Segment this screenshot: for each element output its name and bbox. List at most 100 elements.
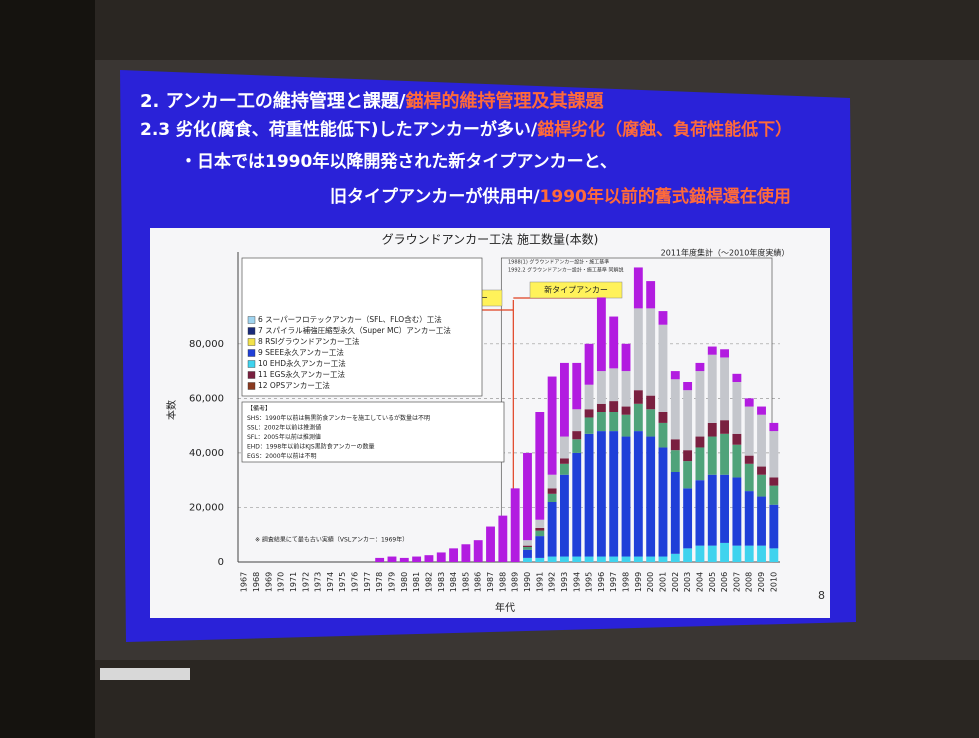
bar-segment: [474, 540, 483, 562]
bar-segment: [695, 371, 704, 436]
bar-segment: [572, 557, 581, 562]
bar-segment: [511, 488, 520, 562]
bar-segment: [560, 475, 569, 557]
bar-segment: [585, 385, 594, 410]
x-tick-label: 2004: [695, 572, 704, 592]
bar-segment: [634, 390, 643, 404]
bar-segment: [757, 475, 766, 497]
slide-text: 2.3 劣化(腐食、荷重性能低下)したアンカーが多い/: [140, 119, 538, 140]
slide-accent: 錨桿劣化（腐蝕、負荷性能低下）: [537, 119, 792, 140]
bar-segment: [683, 450, 692, 461]
bar-segment: [695, 363, 704, 371]
bar-segment: [671, 450, 680, 472]
bar-segment: [388, 557, 397, 562]
x-tick-label: 2001: [658, 572, 667, 592]
bar-segment: [683, 488, 692, 548]
bar-segment: [597, 371, 606, 404]
page: 2. アンカー工の維持管理と課題/錨桿的維持管理及其課題 2.3 劣化(腐食、荷重…: [0, 0, 979, 738]
bar-segment: [683, 461, 692, 488]
bar-segment: [732, 382, 741, 434]
bar-segment: [597, 297, 606, 371]
bar-segment: [400, 558, 409, 562]
bar-segment: [732, 546, 741, 562]
bar-segment: [622, 415, 631, 437]
bar-segment: [609, 431, 618, 556]
bar-segment: [745, 398, 754, 406]
x-tick-label: 1978: [375, 572, 384, 592]
bar-segment: [646, 396, 655, 410]
x-tick-label: 1973: [314, 572, 323, 592]
bar-segment: [535, 528, 544, 531]
bar-segment: [634, 431, 643, 556]
bar-segment: [671, 379, 680, 439]
bar-segment: [646, 409, 655, 436]
bar-segment: [695, 447, 704, 480]
bar-segment: [745, 546, 754, 562]
slide-line: 旧タイプアンカーが供用中/1990年以前的舊式錨桿還在使用: [330, 186, 791, 207]
remark: 【備考】: [247, 405, 271, 413]
x-tick-label: 2008: [745, 572, 754, 592]
bar-segment: [523, 453, 532, 540]
bar-segment: [548, 557, 557, 562]
bar-segment: [757, 546, 766, 562]
bar-segment: [757, 407, 766, 415]
x-tick-label: 1977: [363, 572, 372, 592]
bar-segment: [572, 409, 581, 431]
x-tick-label: 1986: [474, 572, 483, 592]
bar-segment: [622, 371, 631, 406]
bar-segment: [769, 423, 778, 431]
bar-segment: [646, 308, 655, 395]
bar-segment: [572, 363, 581, 409]
bar-segment: [720, 420, 729, 434]
slide-accent: 錨桿的維持管理及其課題: [405, 90, 604, 112]
legend-label: 12 OPSアンカー工法: [258, 380, 330, 390]
legend-swatch: [248, 328, 255, 335]
bar-segment: [597, 412, 606, 431]
x-tick-label: 2003: [683, 572, 692, 592]
annotation: 新タイプアンカー: [544, 285, 608, 295]
bar-segment: [585, 344, 594, 385]
slide-text: 2. アンカー工の維持管理と課題/: [140, 90, 406, 112]
bar-segment: [695, 480, 704, 545]
bar-segment: [659, 447, 668, 556]
x-tick-label: 2005: [708, 572, 717, 592]
bar-segment: [523, 550, 532, 558]
legend-swatch: [248, 372, 255, 379]
x-tick-label: 1992: [548, 572, 557, 592]
x-tick-label: 2010: [769, 572, 778, 592]
bar-segment: [634, 267, 643, 308]
bar-segment: [523, 547, 532, 550]
bar-segment: [695, 546, 704, 562]
bar-segment: [498, 516, 507, 562]
bar-segment: [720, 357, 729, 420]
x-tick-label: 1976: [351, 572, 360, 592]
bar-segment: [523, 540, 532, 545]
bar-segment: [659, 557, 668, 562]
bar-segment: [732, 445, 741, 478]
bar-segment: [560, 557, 569, 562]
x-tick-label: 1988: [498, 572, 507, 592]
y-tick-label: 60,000: [189, 393, 224, 404]
bar-segment: [683, 382, 692, 390]
bar-segment: [732, 374, 741, 382]
x-tick-label: 2002: [671, 572, 680, 592]
x-tick-label: 1974: [326, 572, 335, 592]
presenter: [0, 0, 95, 738]
bar-segment: [548, 494, 557, 502]
bar-segment: [769, 548, 778, 562]
x-tick-label: 1989: [511, 572, 520, 592]
x-tick-label: 1999: [634, 572, 643, 592]
x-tick-label: 1971: [289, 572, 298, 592]
bar-segment: [634, 404, 643, 431]
x-tick-label: 1987: [486, 572, 495, 592]
x-tick-label: 1993: [560, 572, 569, 592]
device: [100, 668, 190, 680]
bar-segment: [560, 363, 569, 437]
bar-segment: [585, 409, 594, 417]
x-tick-label: 1995: [585, 572, 594, 592]
x-tick-label: 1984: [449, 572, 458, 592]
legend-swatch: [248, 350, 255, 357]
bar-segment: [646, 557, 655, 562]
bar-segment: [412, 557, 421, 562]
bar-segment: [548, 488, 557, 493]
